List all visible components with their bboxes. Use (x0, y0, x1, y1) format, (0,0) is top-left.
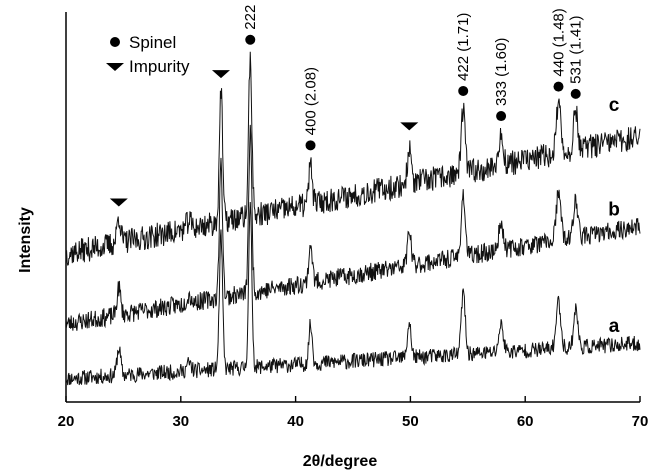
spinel-marker-3 (496, 111, 507, 122)
series-label-b: b (608, 200, 620, 221)
peak-label-0: 222 (2.41) (242, 0, 259, 30)
spinel-marker-2 (458, 85, 469, 96)
x-ticks: 20 30 40 50 60 70 (58, 396, 649, 430)
x-tick-label-30: 30 (172, 413, 189, 430)
plot-area: 20 30 40 50 60 70 a b c 222 (2.41) 400 (2.08) 422… (58, 0, 649, 430)
spinel-marker-5 (570, 88, 581, 99)
series-group: a b c (65, 51, 641, 386)
y-axis-title: Intensity (17, 207, 34, 273)
impurity-marker-8 (400, 122, 419, 131)
peak-label-1: 400 (2.08) (303, 67, 320, 135)
spinel-marker-1 (305, 140, 316, 151)
x-tick-label-60: 60 (517, 413, 534, 430)
impurity-marker-6 (109, 198, 128, 207)
legend-spinel-label: Spinel (129, 33, 176, 52)
peak-label-4: 440 (1.48) (550, 8, 567, 76)
x-tick-label-20: 20 (58, 413, 75, 430)
series-label-c: c (609, 95, 620, 116)
impurity-marker-7 (211, 70, 230, 79)
legend: Spinel Impurity (106, 33, 190, 76)
series-line-c (65, 51, 641, 266)
series-line-a (65, 202, 641, 386)
peak-label-2: 422 (1.71) (455, 13, 472, 81)
peak-label-3: 333 (1.60) (493, 38, 510, 106)
legend-impurity-marker (106, 63, 124, 71)
x-axis-title: 2θ/degree (303, 453, 378, 470)
markers-group (109, 34, 581, 207)
labels-group: 222 (2.41) 400 (2.08) 422 (1.71) 333 (1.60)… (242, 0, 584, 135)
x-tick-label-50: 50 (402, 413, 419, 430)
series-label-a: a (609, 316, 620, 337)
spinel-marker-4 (553, 81, 564, 92)
x-tick-label-40: 40 (287, 413, 304, 430)
legend-spinel-marker (110, 37, 120, 47)
spinel-marker-0 (245, 34, 256, 45)
peak-label-5: 531 (1.41) (568, 15, 585, 83)
legend-impurity-label: Impurity (129, 57, 190, 76)
x-tick-label-70: 70 (632, 413, 649, 430)
series-line-b (65, 124, 641, 331)
